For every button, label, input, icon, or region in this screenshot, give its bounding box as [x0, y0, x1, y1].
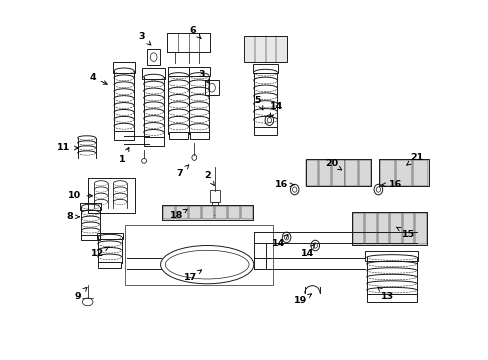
- Bar: [358, 160, 370, 186]
- Bar: [81, 234, 100, 240]
- Bar: [96, 233, 122, 239]
- Text: 17: 17: [184, 270, 201, 282]
- Bar: [414, 212, 426, 244]
- Text: 19: 19: [294, 294, 311, 306]
- Bar: [379, 160, 394, 186]
- Bar: [305, 160, 318, 186]
- Bar: [402, 212, 413, 244]
- Bar: [189, 132, 208, 139]
- Bar: [240, 206, 252, 219]
- Text: 2: 2: [203, 171, 214, 185]
- Text: 3: 3: [198, 70, 209, 83]
- Bar: [377, 212, 388, 244]
- Bar: [210, 190, 219, 202]
- Text: 3: 3: [138, 32, 151, 45]
- Bar: [352, 212, 364, 244]
- Bar: [81, 203, 101, 210]
- Text: 11: 11: [57, 144, 78, 153]
- Bar: [142, 68, 165, 78]
- Bar: [125, 225, 273, 285]
- Text: 18: 18: [169, 209, 187, 220]
- Text: 15: 15: [395, 227, 414, 239]
- Bar: [345, 160, 357, 186]
- Bar: [214, 206, 226, 219]
- Bar: [168, 67, 189, 76]
- Bar: [143, 138, 163, 146]
- Bar: [366, 294, 416, 302]
- Text: 1: 1: [119, 148, 129, 164]
- Bar: [365, 251, 417, 261]
- Text: 13: 13: [377, 287, 393, 301]
- Bar: [253, 64, 277, 73]
- Bar: [365, 212, 376, 244]
- Bar: [332, 160, 344, 186]
- Bar: [227, 206, 239, 219]
- Text: 16: 16: [381, 180, 401, 189]
- Text: 20: 20: [325, 159, 341, 170]
- Bar: [87, 177, 135, 213]
- Text: 14: 14: [269, 102, 283, 117]
- Text: 4: 4: [89, 73, 107, 84]
- Bar: [389, 212, 401, 244]
- Text: 21: 21: [406, 153, 423, 165]
- Bar: [175, 206, 187, 219]
- Text: 10: 10: [68, 191, 92, 200]
- Bar: [188, 206, 200, 219]
- Text: 5: 5: [254, 96, 263, 110]
- Bar: [114, 131, 134, 140]
- Text: 8: 8: [66, 212, 79, 221]
- Bar: [98, 262, 121, 267]
- Bar: [169, 132, 188, 139]
- Bar: [201, 206, 213, 219]
- Bar: [412, 160, 427, 186]
- Bar: [254, 127, 276, 135]
- Text: 14: 14: [301, 244, 315, 258]
- Text: 6: 6: [189, 26, 201, 39]
- Bar: [112, 62, 135, 73]
- Bar: [319, 160, 331, 186]
- Bar: [395, 160, 411, 186]
- Bar: [212, 202, 217, 215]
- Text: 14: 14: [272, 234, 287, 248]
- Text: 7: 7: [176, 165, 188, 178]
- Text: 12: 12: [90, 247, 109, 258]
- Bar: [188, 67, 209, 76]
- Bar: [244, 36, 286, 62]
- Bar: [163, 206, 174, 219]
- Text: 16: 16: [275, 180, 293, 189]
- Text: 9: 9: [75, 287, 87, 301]
